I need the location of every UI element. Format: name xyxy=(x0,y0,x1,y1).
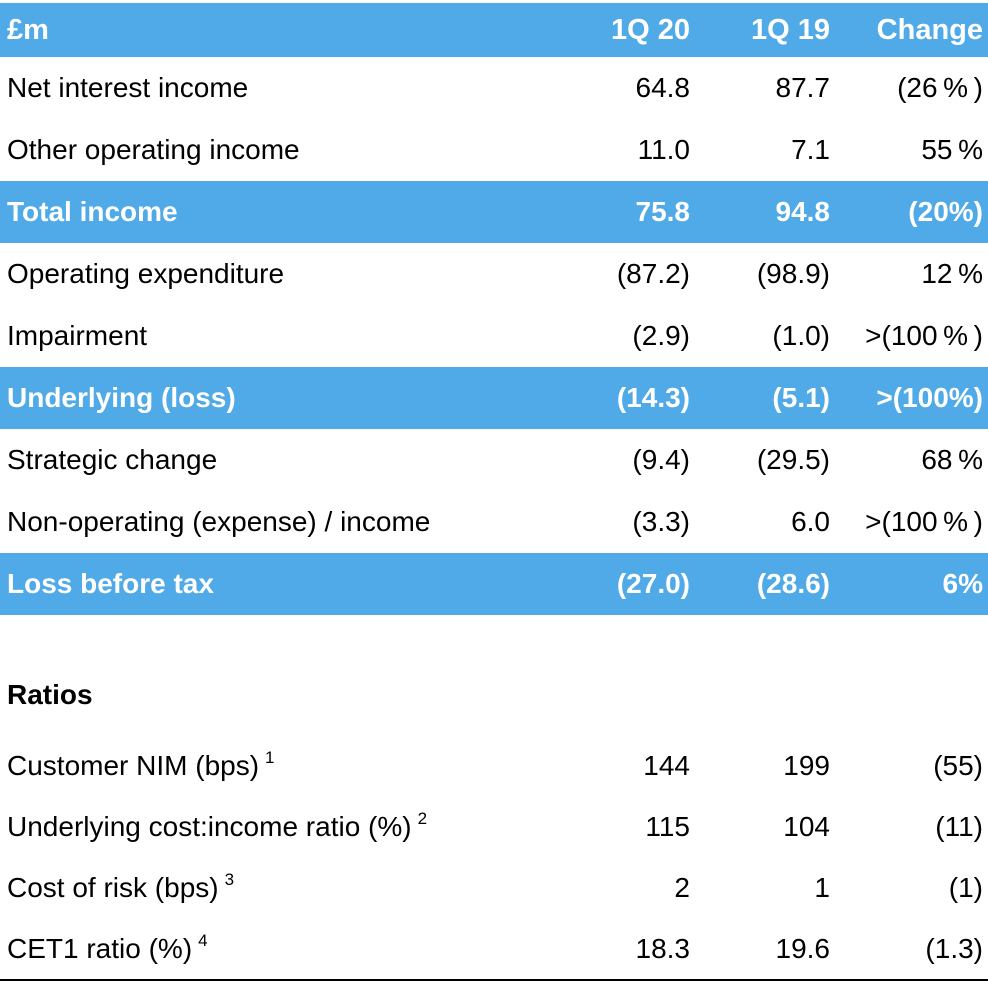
value-change: (11) xyxy=(935,810,983,842)
footnote-marker: 2 xyxy=(417,808,428,828)
value-1q19: (1.0) xyxy=(772,320,830,351)
row-label: Underlying cost:income ratio (%) 2 xyxy=(7,810,540,842)
value-1q19: 94.8 xyxy=(775,196,831,227)
value-change: 12 % xyxy=(921,258,983,289)
table-row-underlying-loss: Underlying (loss) (14.3) (5.1) >(100%) xyxy=(0,367,988,429)
row-label: Non-operating (expense) / income xyxy=(7,506,431,537)
value-1q20: 144 xyxy=(643,749,690,781)
bottom-divider xyxy=(0,979,988,981)
ratio-row-cet1: CET1 ratio (%) 4 18.3 19.6 (1.3) xyxy=(0,918,988,979)
ratio-label-text: Customer NIM (bps) xyxy=(7,749,260,781)
table-row-non-operating: Non-operating (expense) / income (3.3) 6… xyxy=(0,491,988,553)
value-change: (1) xyxy=(948,871,983,903)
value-change: >(100 % ) xyxy=(865,506,983,537)
value-change: (55) xyxy=(933,749,983,781)
value-change: 68 % xyxy=(921,444,983,475)
value-1q20: (2.9) xyxy=(632,320,690,351)
row-label: Underlying (loss) xyxy=(7,382,236,413)
value-1q19: 87.7 xyxy=(775,72,831,103)
ratio-row-cost-income: Underlying cost:income ratio (%) 2 115 10… xyxy=(0,796,988,857)
value-1q20: 64.8 xyxy=(635,72,691,103)
value-1q19: 1 xyxy=(814,871,830,903)
value-change: (1.3) xyxy=(925,932,983,964)
row-label: Loss before tax xyxy=(7,568,214,599)
value-1q20: 115 xyxy=(645,810,690,842)
header-col-1q19: 1Q 19 xyxy=(751,13,830,46)
value-1q19: (98.9) xyxy=(756,258,830,289)
value-1q19: 6.0 xyxy=(791,506,830,537)
row-label: CET1 ratio (%) 4 xyxy=(7,932,540,964)
value-1q20: (9.4) xyxy=(632,444,690,475)
ratios-heading: Ratios xyxy=(7,679,93,710)
value-1q20: (27.0) xyxy=(616,568,690,599)
section-spacer xyxy=(0,615,988,675)
row-label: Customer NIM (bps) 1 xyxy=(7,749,540,781)
value-change: >(100 % ) xyxy=(865,320,983,351)
header-currency-label: £m xyxy=(7,13,49,46)
value-1q20: (14.3) xyxy=(616,382,690,413)
footnote-marker: 3 xyxy=(224,869,235,889)
row-label: Impairment xyxy=(7,320,148,351)
value-1q20: 11.0 xyxy=(637,134,690,165)
table-row-loss-before-tax: Loss before tax (27.0) (28.6) 6% xyxy=(0,553,988,615)
value-change: (26 % ) xyxy=(897,72,983,103)
row-label: Strategic change xyxy=(7,444,218,475)
row-label: Other operating income xyxy=(7,134,300,165)
value-1q20: 18.3 xyxy=(635,932,691,964)
value-1q19: 104 xyxy=(783,810,830,842)
footnote-marker: 4 xyxy=(198,930,208,950)
header-col-1q20: 1Q 20 xyxy=(611,13,690,46)
table-row-other-operating-income: Other operating income 11.0 7.1 55 % xyxy=(0,119,988,181)
header-col-change: Change xyxy=(876,13,983,46)
ratio-label-text: Cost of risk (bps) xyxy=(7,871,219,903)
table-row-impairment: Impairment (2.9) (1.0) >(100 % ) xyxy=(0,305,988,367)
value-change: 55 % xyxy=(921,134,983,165)
table-row-net-interest-income: Net interest income 64.8 87.7 (26 % ) xyxy=(0,57,988,119)
row-label: Total income xyxy=(7,196,178,227)
ratio-row-cost-of-risk: Cost of risk (bps) 3 2 1 (1) xyxy=(0,857,988,918)
value-change: (20%) xyxy=(908,196,983,227)
value-1q20: (87.2) xyxy=(616,258,690,289)
ratio-label-text: Underlying cost:income ratio (%) xyxy=(7,810,412,842)
value-1q19: (28.6) xyxy=(756,568,830,599)
value-1q20: 75.8 xyxy=(635,196,691,227)
ratio-label-text: CET1 ratio (%) xyxy=(7,932,193,964)
value-1q20: (3.3) xyxy=(632,506,690,537)
row-label: Net interest income xyxy=(7,72,249,103)
table-header-row: £m 1Q 20 1Q 19 Change xyxy=(0,3,988,57)
row-label: Cost of risk (bps) 3 xyxy=(7,871,540,903)
value-1q19: 199 xyxy=(783,749,830,781)
value-1q19: (29.5) xyxy=(756,444,830,475)
table-row-total-income: Total income 75.8 94.8 (20%) xyxy=(0,181,988,243)
ratio-row-customer-nim: Customer NIM (bps) 1 144 199 (55) xyxy=(0,735,988,796)
row-label: Operating expenditure xyxy=(7,258,285,289)
value-change: >(100%) xyxy=(876,382,983,413)
table-row-operating-expenditure: Operating expenditure (87.2) (98.9) 12 % xyxy=(0,243,988,305)
value-change: 6% xyxy=(942,568,983,599)
table-row-strategic-change: Strategic change (9.4) (29.5) 68 % xyxy=(0,429,988,491)
value-1q19: (5.1) xyxy=(772,382,830,413)
value-1q19: 7.1 xyxy=(791,134,830,165)
footnote-marker: 1 xyxy=(265,747,275,767)
value-1q19: 19.6 xyxy=(775,932,831,964)
value-1q20: 2 xyxy=(674,871,690,903)
